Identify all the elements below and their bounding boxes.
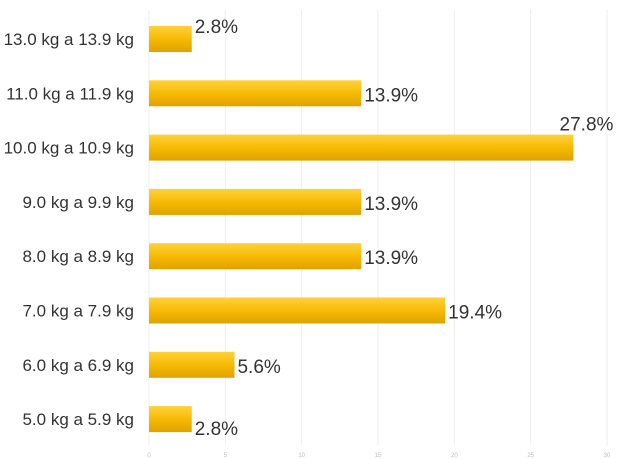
x-tick-label: 25 <box>527 453 534 459</box>
x-tick-label: 10 <box>298 453 305 459</box>
bar <box>149 243 362 270</box>
x-tick-label: 0 <box>147 453 151 459</box>
bar <box>149 80 362 107</box>
x-tick-label: 20 <box>451 453 458 459</box>
category-label: 10.0 kg a 10.9 kg <box>4 139 134 158</box>
data-label: 2.8% <box>195 419 238 440</box>
x-tick-label: 30 <box>604 453 611 459</box>
bar <box>149 26 192 52</box>
category-label: 9.0 kg a 9.9 kg <box>22 193 134 212</box>
data-label: 13.9% <box>364 194 418 215</box>
gridlines <box>148 10 608 445</box>
data-label: 27.8% <box>560 115 614 136</box>
bar <box>149 406 192 433</box>
data-label: 2.8% <box>195 17 238 38</box>
x-tick-label: 15 <box>375 453 382 459</box>
data-labels: 2.8% 13.9% 27.8% 13.9% 13.9% 19.4% 5.6% 2.8% <box>195 17 614 440</box>
category-labels: 13.0 kg a 13.9 kg 11.0 kg a 11.9 kg 10.0 k… <box>4 30 134 429</box>
data-label: 19.4% <box>448 303 502 324</box>
bar <box>149 134 574 161</box>
category-label: 11.0 kg a 11.9 kg <box>6 84 134 103</box>
x-axis-ticks: 0 5 10 15 20 25 30 <box>147 453 611 459</box>
data-label: 13.9% <box>364 248 418 269</box>
category-label: 13.0 kg a 13.9 kg <box>4 30 134 49</box>
bars <box>149 26 574 433</box>
data-label: 5.6% <box>237 357 280 378</box>
bar <box>149 297 446 324</box>
bar <box>149 351 235 378</box>
category-label: 7.0 kg a 7.9 kg <box>22 302 134 321</box>
bar <box>149 188 362 215</box>
category-label: 8.0 kg a 8.9 kg <box>22 247 134 266</box>
category-label: 6.0 kg a 6.9 kg <box>22 356 134 375</box>
x-tick-label: 5 <box>224 453 228 459</box>
data-label: 13.9% <box>364 85 418 106</box>
category-label: 5.0 kg a 5.9 kg <box>22 410 134 429</box>
